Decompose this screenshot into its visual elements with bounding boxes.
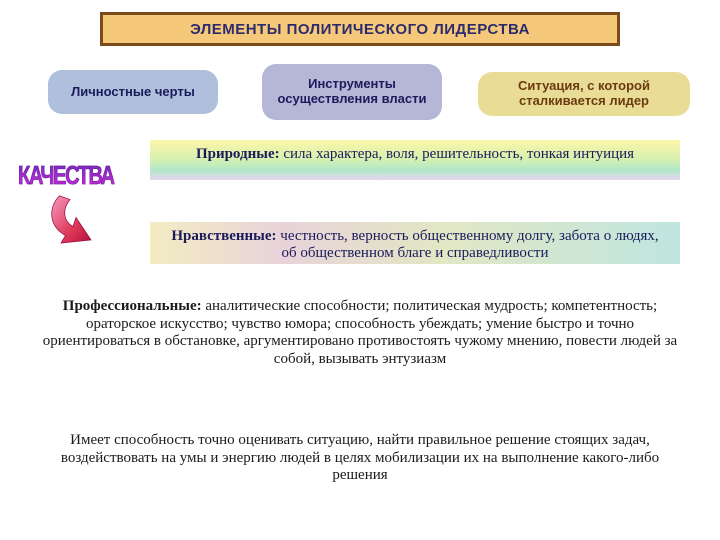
band-moral-label: Нравственные: (171, 228, 276, 244)
band-moral-text: честность, верность общественному долгу,… (277, 228, 659, 261)
wordart-qualities: КАЧЕСТВА (18, 160, 114, 191)
paragraph-professional-label: Профессиональные: (63, 298, 202, 314)
slide-title: ЭЛЕМЕНТЫ ПОЛИТИЧЕСКОГО ЛИДЕРСТВА (100, 12, 620, 46)
paragraph-professional: Профессиональные: аналитические способно… (40, 298, 680, 369)
band-natural-label: Природные: (196, 146, 280, 162)
paragraph-situation-ability: Имеет способность точно оценивать ситуац… (40, 432, 680, 485)
band-natural-text: сила характера, воля, решительность, тон… (280, 146, 634, 162)
band-natural-qualities: Природные: сила характера, воля, решител… (150, 140, 680, 180)
paragraph-situation-text: Имеет способность точно оценивать ситуац… (61, 432, 659, 483)
band-moral-qualities: Нравственные: честность, верность общест… (150, 222, 680, 264)
pill-situation: Ситуация, с которой сталкивается лидер (478, 72, 690, 116)
pill-instruments: Инструменты осуществления власти (262, 64, 442, 120)
pill-personal-traits: Личностные черты (48, 70, 218, 114)
curved-arrow-icon (42, 192, 122, 252)
